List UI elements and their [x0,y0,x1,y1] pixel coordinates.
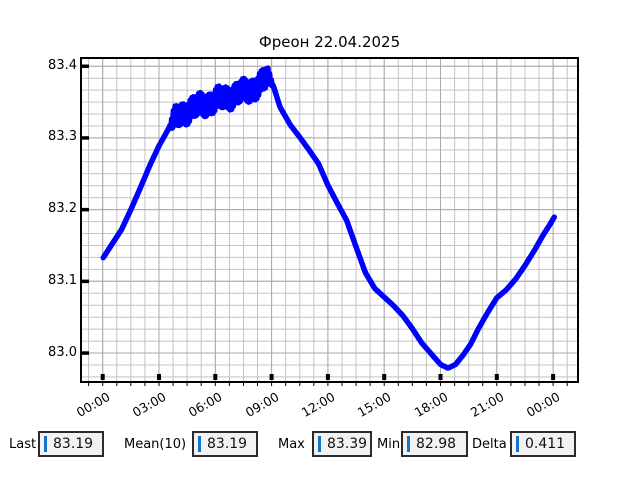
stat-mean-field[interactable]: 83.19 [192,431,258,457]
stat-mean-label: Mean(10) [124,437,187,452]
axis-ticks [82,64,568,386]
y-tick-label-83.2: 83.2 [48,201,77,217]
text-caret-icon [318,436,321,452]
plot-border [80,57,579,383]
y-tick-label-83.1: 83.1 [48,272,77,288]
chart-canvas [80,57,579,386]
text-caret-icon [44,436,47,452]
chart-title: Фреон 22.04.2025 [258,33,401,51]
stat-delta-value: 0.411 [525,436,566,452]
stat-min-label: Min [377,437,401,452]
text-caret-icon [407,436,410,452]
stat-min-value: 82.98 [416,436,457,452]
stat-last-label: Last [9,437,37,452]
y-tick-label-83.4: 83.4 [48,57,77,73]
stat-max-field[interactable]: 83.39 [312,431,372,457]
text-caret-icon [516,436,519,452]
minor-gridlines [81,58,578,382]
stat-min-field[interactable]: 82.98 [401,431,468,457]
stat-max-value: 83.39 [327,436,368,452]
major-gridlines [81,58,578,382]
data-line [100,65,557,371]
y-tick-label-83.3: 83.3 [48,129,77,145]
stat-last-field[interactable]: 83.19 [38,431,104,457]
y-tick-label-83.0: 83.0 [48,344,77,360]
stat-max-label: Max [278,437,305,452]
trend-chart: Фреон 22.04.2025 83.0 83.1 83.2 83.3 83.4 00:… [48,33,579,420]
stat-delta-field[interactable]: 0.411 [510,431,576,457]
stat-delta-label: Delta [472,437,507,452]
stat-mean-value: 83.19 [207,436,248,452]
stat-last-value: 83.19 [53,436,94,452]
text-caret-icon [198,436,201,452]
